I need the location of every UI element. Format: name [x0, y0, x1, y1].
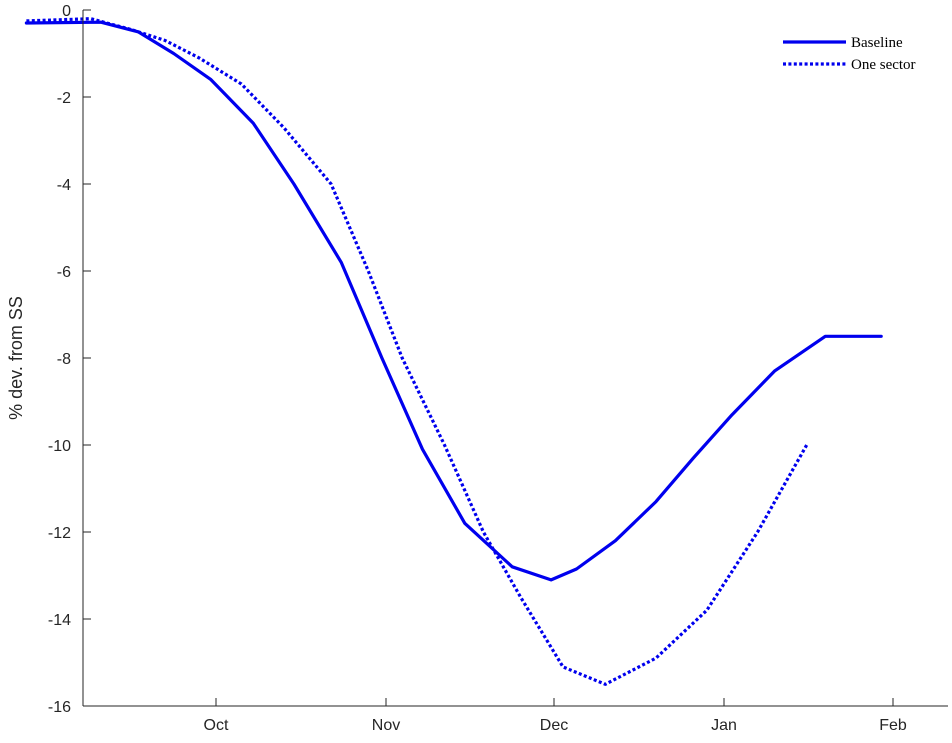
- y-axis-title: % dev. from SS: [6, 296, 26, 420]
- series-line-2: [26, 17, 809, 686]
- y-tick-label: -14: [48, 612, 71, 629]
- y-tick-label: -6: [57, 264, 71, 281]
- x-tick-label: Jan: [711, 717, 737, 734]
- x-axis-ticks: Oct Nov Dec Jan Feb: [204, 698, 907, 734]
- y-tick-label: -10: [48, 438, 71, 455]
- y-tick-label: -4: [57, 177, 71, 194]
- legend-label-2: One sector: [851, 57, 916, 73]
- x-tick-label: Feb: [879, 717, 907, 734]
- y-tick-label: -2: [57, 90, 71, 107]
- series-line-1: [24, 20, 883, 582]
- y-axis-ticks: 0 -2 -4 -6 -8 -10 -12 -14 -16: [48, 3, 91, 716]
- series-layer: [24, 17, 883, 686]
- y-tick-label: -16: [48, 699, 71, 716]
- y-tick-label: 0: [62, 3, 71, 20]
- x-tick-label: Nov: [372, 717, 400, 734]
- x-tick-label: Oct: [204, 717, 229, 734]
- y-tick-label: -12: [48, 525, 71, 542]
- y-tick-label: -8: [57, 351, 71, 368]
- axes: [82, 10, 948, 707]
- legend: Baseline One sector: [783, 35, 916, 73]
- x-tick-label: Dec: [540, 717, 568, 734]
- legend-label-1: Baseline: [851, 35, 903, 51]
